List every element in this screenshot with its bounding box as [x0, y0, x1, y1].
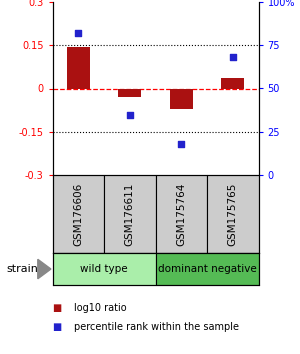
Point — [76, 30, 81, 36]
Text: ■: ■ — [52, 303, 62, 313]
Text: log10 ratio: log10 ratio — [74, 303, 126, 313]
Text: GSM176611: GSM176611 — [125, 182, 135, 246]
Title: GDS2691 / 648: GDS2691 / 648 — [103, 0, 208, 1]
Bar — [104, 175, 156, 253]
Point — [179, 141, 184, 147]
Bar — [118, 88, 141, 97]
Text: GSM176606: GSM176606 — [73, 183, 83, 246]
Bar — [156, 175, 207, 253]
Bar — [156, 253, 259, 285]
Bar — [52, 175, 104, 253]
Bar — [52, 253, 156, 285]
Bar — [170, 88, 193, 109]
Text: strain: strain — [6, 264, 38, 274]
Bar — [67, 47, 90, 88]
Point — [230, 55, 235, 60]
Text: ■: ■ — [52, 322, 62, 332]
Bar — [221, 78, 244, 88]
Text: GSM175764: GSM175764 — [176, 182, 186, 246]
Text: wild type: wild type — [80, 264, 128, 274]
Text: GSM175765: GSM175765 — [228, 182, 238, 246]
Text: dominant negative: dominant negative — [158, 264, 256, 274]
Text: percentile rank within the sample: percentile rank within the sample — [74, 322, 238, 332]
Bar — [207, 175, 259, 253]
Polygon shape — [38, 259, 51, 279]
Point — [128, 112, 132, 118]
